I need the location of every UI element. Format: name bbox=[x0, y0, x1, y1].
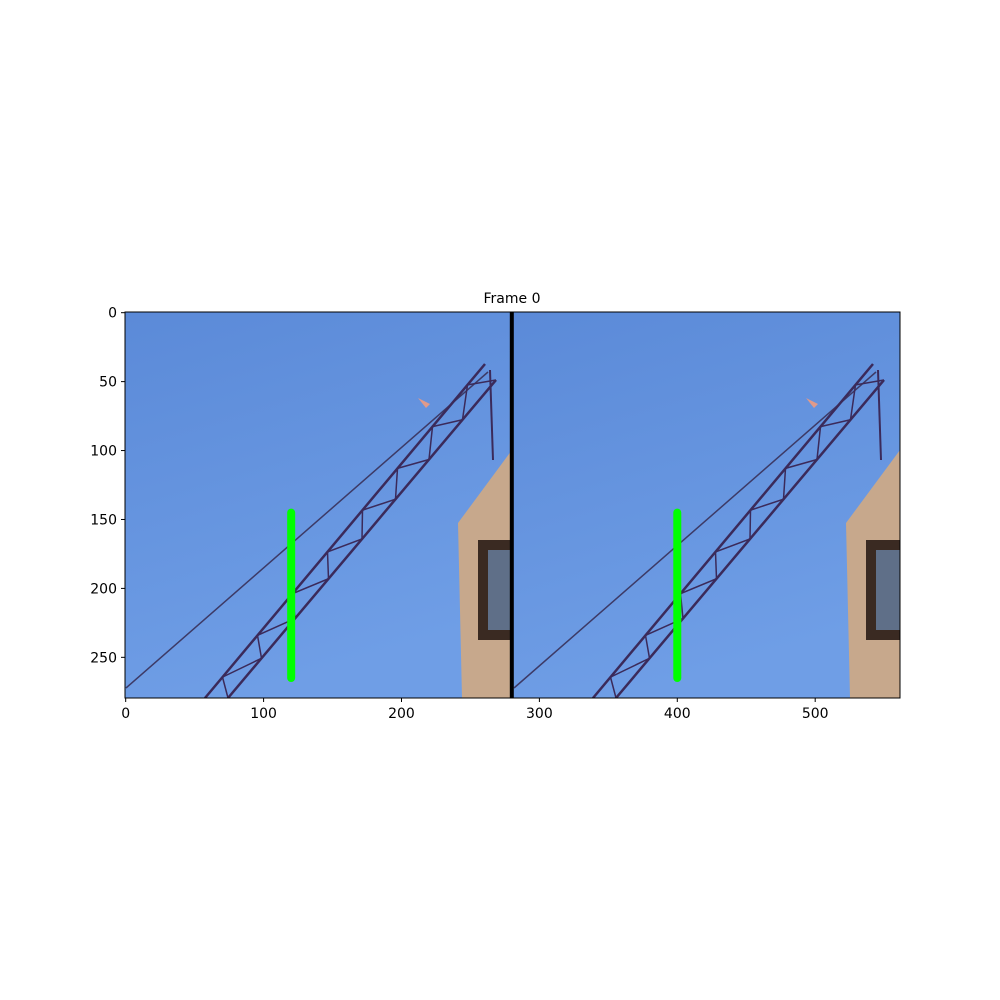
x-tick-label: 200 bbox=[388, 706, 415, 722]
y-tick-label: 0 bbox=[108, 306, 117, 322]
x-tick-label: 300 bbox=[526, 706, 553, 722]
y-tick-label: 50 bbox=[99, 375, 117, 391]
image bbox=[125, 312, 900, 698]
chart-title: Frame 0 bbox=[484, 291, 541, 307]
y-tick-label: 100 bbox=[90, 444, 117, 460]
x-tick-label: 0 bbox=[121, 706, 130, 722]
axes-frame bbox=[124, 311, 901, 699]
y-tick-label: 200 bbox=[90, 581, 117, 597]
y-tick-label: 150 bbox=[90, 512, 117, 528]
x-tick-label: 100 bbox=[250, 706, 277, 722]
x-tick-label: 500 bbox=[802, 706, 829, 722]
y-tick-label: 250 bbox=[90, 650, 117, 666]
x-tick-label: 400 bbox=[664, 706, 691, 722]
